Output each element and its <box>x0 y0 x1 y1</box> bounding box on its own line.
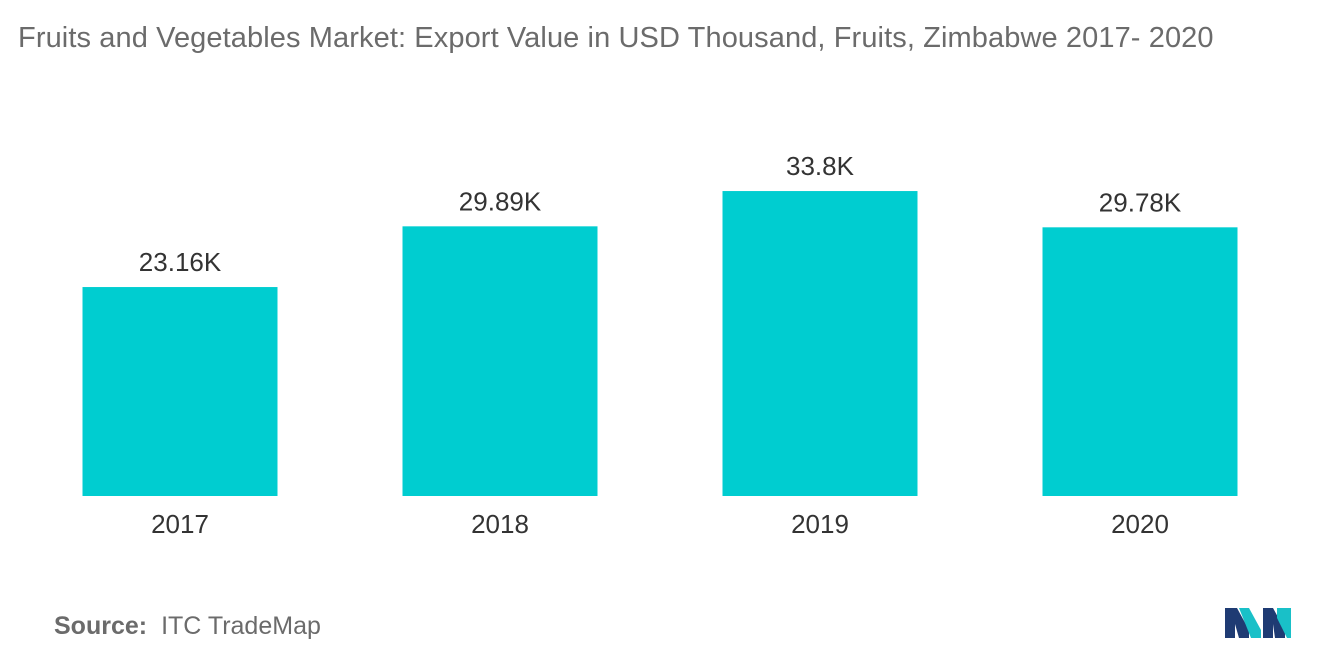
source-text: ITC TradeMap <box>161 612 321 640</box>
x-tick-label-2018: 2018 <box>471 509 529 539</box>
bar-2020 <box>1042 227 1238 496</box>
data-label-2019: 33.8K <box>786 151 855 181</box>
bar-2017 <box>82 287 278 496</box>
data-label-2020: 29.78K <box>1099 187 1182 217</box>
source-note: Source: ITC TradeMap <box>54 612 321 641</box>
source-label: Source: <box>54 612 148 640</box>
chart-title: Fruits and Vegetables Market: Export Val… <box>18 22 1214 54</box>
x-tick-label-2019: 2019 <box>791 509 849 539</box>
bar-2018 <box>402 226 598 496</box>
x-tick-label-2020: 2020 <box>1111 509 1169 539</box>
bar-2019 <box>722 191 918 496</box>
x-tick-label-2017: 2017 <box>151 509 209 539</box>
mordor-intelligence-logo-icon <box>1225 608 1291 638</box>
data-label-2017: 23.16K <box>139 247 222 277</box>
data-label-2018: 29.89K <box>459 186 542 216</box>
